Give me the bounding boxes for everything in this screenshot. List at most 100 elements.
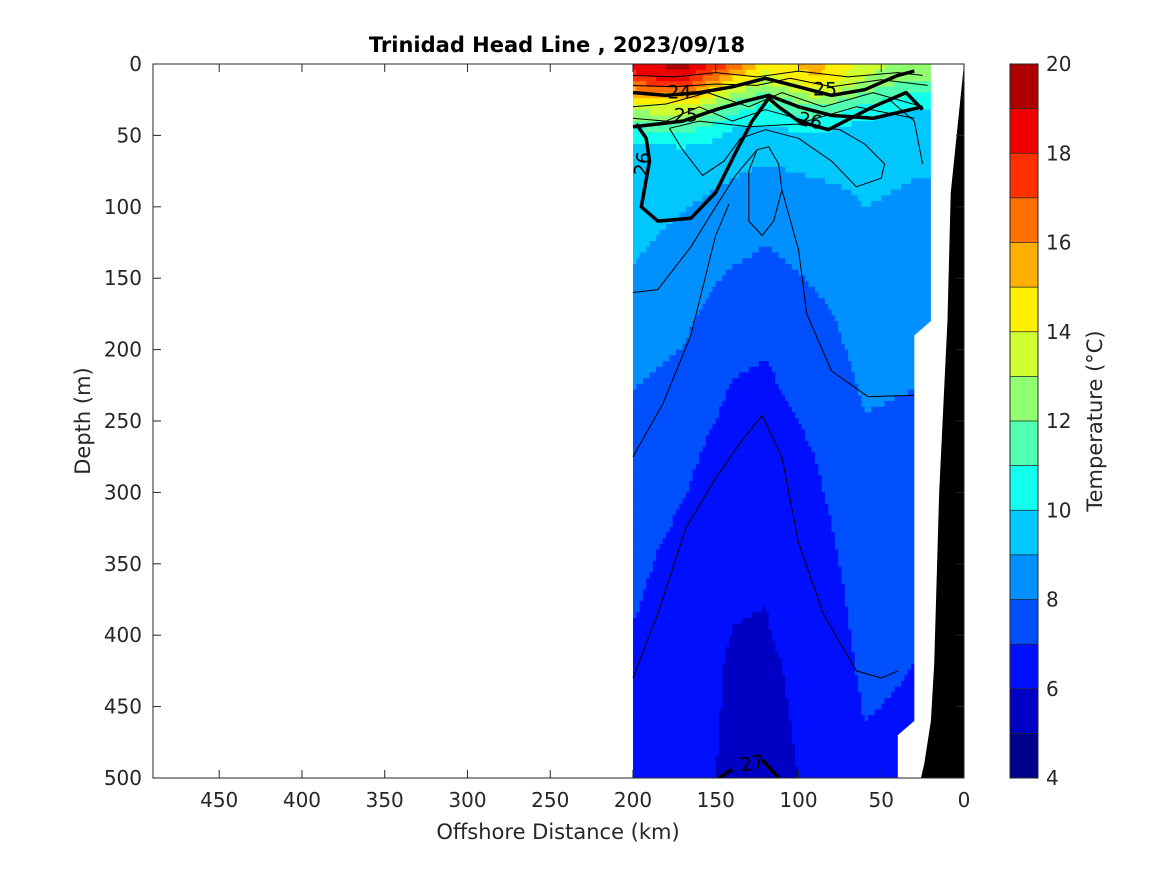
heatmap-cell <box>646 292 651 299</box>
heatmap-cell <box>709 578 714 585</box>
heatmap-cell <box>669 292 674 299</box>
heatmap-cell <box>762 709 766 716</box>
heatmap-cell <box>659 469 664 476</box>
heatmap-cell <box>672 498 677 505</box>
heatmap-cell <box>632 406 637 414</box>
heatmap-cell <box>636 475 641 482</box>
heatmap-cell <box>755 201 760 208</box>
heatmap-cell <box>639 178 644 185</box>
heatmap-cell <box>752 92 757 99</box>
heatmap-cell <box>762 498 766 505</box>
heatmap-cell <box>695 669 700 676</box>
heatmap-cell <box>725 440 730 448</box>
heatmap-cell <box>649 149 654 156</box>
heatmap-cell <box>679 629 684 636</box>
heatmap-cell <box>745 338 750 345</box>
heatmap-cell <box>719 680 723 688</box>
heatmap-cell <box>728 275 733 282</box>
heatmap-cell <box>712 440 717 448</box>
heatmap-cell <box>709 675 714 682</box>
heatmap-cell <box>636 743 641 751</box>
heatmap-cell <box>666 286 670 294</box>
heatmap-cell <box>662 526 667 533</box>
heatmap-cell <box>738 692 743 699</box>
heatmap-cell <box>632 241 637 248</box>
heatmap-cell <box>672 109 677 117</box>
heatmap-cell <box>649 263 654 271</box>
heatmap-cell <box>738 366 743 374</box>
heatmap-cell <box>752 520 757 528</box>
heatmap-cell <box>692 560 697 568</box>
heatmap-cell <box>652 772 657 778</box>
heatmap-cell <box>719 121 723 128</box>
heatmap-cell <box>632 663 637 671</box>
heatmap-cell <box>705 732 710 739</box>
heatmap-cell <box>719 486 723 493</box>
heatmap-cell <box>679 109 684 117</box>
heatmap-cell <box>632 509 637 516</box>
heatmap-cell <box>689 389 694 396</box>
heatmap-cell <box>676 766 680 773</box>
heatmap-cell <box>725 372 730 379</box>
heatmap-cell <box>728 480 733 488</box>
heatmap-cell <box>725 349 730 356</box>
heatmap-cell <box>692 349 697 356</box>
heatmap-cell <box>656 138 661 145</box>
heatmap-cell <box>762 281 766 288</box>
heatmap-cell <box>738 640 743 648</box>
heatmap-cell <box>666 755 670 762</box>
heatmap-cell <box>725 235 730 242</box>
heatmap-cell <box>656 423 661 431</box>
heatmap-cell <box>712 566 717 573</box>
heatmap-cell <box>652 692 657 699</box>
heatmap-cell <box>702 492 707 499</box>
heatmap-cell <box>705 412 710 419</box>
heatmap-cell <box>738 618 743 625</box>
heatmap-cell <box>728 361 733 368</box>
heatmap-cell <box>649 520 654 528</box>
heatmap-cell <box>728 64 733 71</box>
heatmap-cell <box>712 269 717 276</box>
heatmap-cell <box>692 332 697 339</box>
heatmap-cell <box>676 566 680 573</box>
heatmap-cell <box>659 715 664 722</box>
heatmap-cell <box>632 646 637 653</box>
heatmap-cell <box>689 166 694 174</box>
heatmap-cell <box>689 64 694 71</box>
heatmap-cell <box>642 663 647 671</box>
heatmap-cell <box>745 121 750 128</box>
heatmap-cell <box>712 401 717 408</box>
heatmap-cell <box>666 469 670 476</box>
heatmap-cell <box>735 178 740 185</box>
heatmap-cell <box>639 81 644 88</box>
heatmap-cell <box>745 600 750 608</box>
heatmap-cell <box>672 698 677 705</box>
heatmap-cell <box>679 349 684 356</box>
heatmap-cell <box>762 703 766 711</box>
heatmap-cell <box>742 555 747 562</box>
heatmap-cell <box>722 726 727 733</box>
heatmap-cell <box>656 766 661 773</box>
heatmap-cell <box>719 423 723 431</box>
heatmap-cell <box>659 572 664 579</box>
heatmap-cell <box>662 338 667 345</box>
heatmap-cell <box>709 366 714 374</box>
heatmap-cell <box>649 738 654 745</box>
heatmap-cell <box>735 452 740 459</box>
heatmap-cell <box>762 406 766 414</box>
heatmap-cell <box>672 480 677 488</box>
heatmap-cell <box>712 652 717 659</box>
heatmap-cell <box>692 498 697 505</box>
heatmap-cell <box>762 595 766 602</box>
heatmap-cell <box>666 383 670 391</box>
heatmap-cell <box>656 629 661 636</box>
heatmap-cell <box>762 338 766 345</box>
heatmap-cell <box>758 635 763 642</box>
heatmap-cell <box>699 503 704 511</box>
heatmap-cell <box>672 766 677 773</box>
heatmap-cell <box>712 698 717 705</box>
heatmap-cell <box>699 555 704 562</box>
heatmap-cell <box>712 229 717 236</box>
heatmap-cell <box>742 515 747 522</box>
heatmap-cell <box>719 263 723 271</box>
